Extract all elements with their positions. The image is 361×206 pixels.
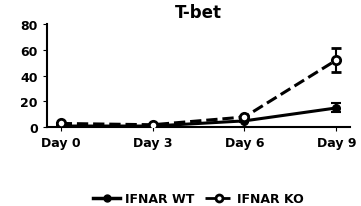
Title: T-bet: T-bet: [175, 4, 222, 22]
Legend: IFNAR WT, IFNAR KO: IFNAR WT, IFNAR KO: [88, 187, 309, 206]
